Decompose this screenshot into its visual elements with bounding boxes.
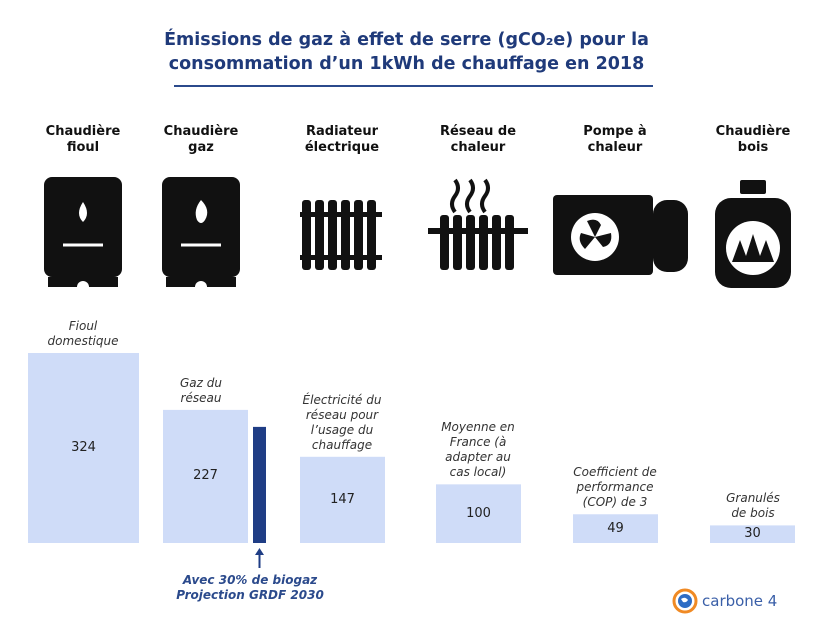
bar-6 [710, 525, 795, 543]
bar-note-line: de bois [731, 506, 775, 521]
projection-bar [253, 426, 266, 543]
category-label: Radiateur électrique [277, 124, 407, 156]
category-label-line: Chaudière [163, 124, 239, 139]
category-label: Pompe à chaleur [550, 124, 680, 156]
data-label: 49 [607, 520, 624, 536]
title-line-1: Émissions de gaz à effet de serre (gCO₂e… [164, 30, 649, 50]
carbone4-logo: carbone 4 [672, 588, 777, 614]
category-label-line: Chaudière [715, 124, 791, 139]
bar-note-line: domestique [47, 334, 119, 348]
projection-note-line-2: Projection GRDF 2030 [176, 588, 324, 602]
category-label-line: Réseau de [439, 124, 517, 139]
bar-note-line: performance [576, 480, 654, 495]
bar-note: Gaz du réseau [136, 376, 266, 406]
title-divider [174, 85, 653, 87]
bar-note-line: Granulés [726, 491, 780, 506]
wood-boiler-icon [715, 180, 791, 288]
bar-note: Fioul domestique [18, 319, 148, 349]
category-label-line: Chaudière [45, 124, 121, 139]
category-label: Réseau de chaleur [413, 124, 543, 156]
bar-note-line: adapter au [445, 450, 511, 465]
data-label: 30 [744, 526, 761, 542]
category-label-line: Radiateur [305, 124, 378, 139]
category-label-line: chaleur [450, 140, 506, 155]
bar-4 [436, 484, 521, 543]
projection-note-line-1: Avec 30% de biogaz [182, 573, 318, 587]
bar-note: Granulés de bois [688, 491, 813, 521]
projection-note: Avec 30% de biogaz Projection GRDF 2030 [150, 573, 350, 603]
bar-note: Coefficient de performance (COP) de 3 [550, 465, 680, 510]
category-label: Chaudière fioul [18, 124, 148, 156]
data-label: 100 [466, 505, 491, 521]
category-label-line: bois [737, 140, 769, 155]
bar-1 [28, 353, 139, 543]
data-label: 147 [330, 491, 355, 507]
gas-boiler-icon [162, 177, 240, 293]
chart-title: Émissions de gaz à effet de serre (gCO₂e… [0, 28, 813, 76]
category-label-line: chaleur [587, 140, 643, 155]
oil-boiler-icon [44, 177, 122, 293]
data-label: 227 [193, 468, 218, 484]
district-heating-icon [428, 178, 528, 270]
category-label: Chaudière bois [688, 124, 813, 156]
logo-text: carbone 4 [702, 592, 778, 610]
bar-note: Électricité du réseau pour l’usage du chauf… [277, 393, 407, 453]
bar-note-line: Fioul [68, 319, 98, 333]
bar-note-line: réseau pour [305, 407, 379, 422]
electric-radiator-icon [300, 200, 382, 270]
bar-note: Moyenne en France (à adapter au cas local) [413, 420, 543, 480]
bar-3 [300, 456, 385, 543]
globe-icon [672, 588, 698, 614]
bar-note-line: réseau [180, 390, 222, 405]
heat-pump-icon [553, 195, 688, 275]
bar-note-line: Moyenne en [441, 420, 515, 435]
bar-note-line: France (à [449, 435, 507, 450]
data-label: 324 [71, 440, 96, 455]
bar-note-line: (COP) de 3 [582, 495, 648, 510]
bar-note-line: chauffage [311, 437, 373, 452]
title-line-2: consommation d’un 1kWh de chauffage en 2… [168, 54, 645, 74]
bar-5 [573, 514, 658, 543]
category-label: Chaudière gaz [136, 124, 266, 156]
bar-note-line: Coefficient de [573, 465, 657, 480]
arrow-head-icon [255, 548, 264, 555]
bar-note-line: cas local) [449, 465, 507, 480]
category-label-line: électrique [304, 140, 380, 155]
category-label-line: Pompe à [583, 124, 647, 139]
bar-note-line: Électricité du [302, 392, 382, 407]
bar-note-line: Gaz du [180, 375, 222, 390]
category-label-line: gaz [188, 140, 214, 155]
bar-note-line: l’usage du [310, 422, 374, 437]
bar-2 [163, 409, 248, 543]
category-label-line: fioul [66, 140, 100, 155]
